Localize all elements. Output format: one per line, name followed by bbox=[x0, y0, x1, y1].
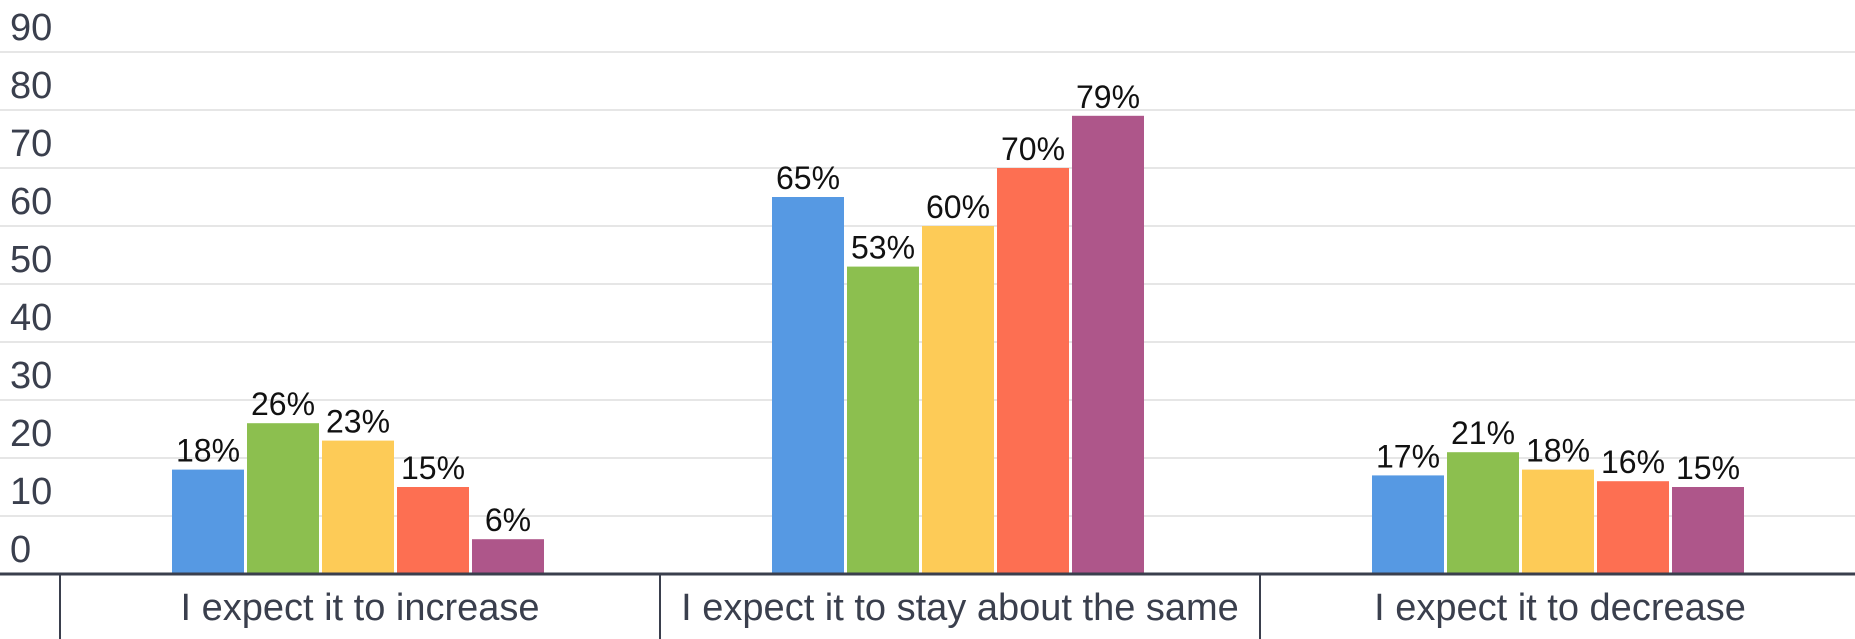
y-tick-label: 80 bbox=[10, 65, 52, 107]
data-label: 26% bbox=[251, 386, 315, 422]
bar bbox=[1372, 475, 1444, 574]
bar bbox=[397, 487, 469, 574]
y-tick-label: 40 bbox=[10, 297, 52, 339]
data-label: 60% bbox=[926, 189, 990, 225]
bar bbox=[172, 469, 244, 574]
bar bbox=[472, 539, 544, 574]
data-label: 65% bbox=[776, 160, 840, 196]
data-label: 6% bbox=[485, 502, 531, 538]
bar bbox=[1072, 115, 1144, 575]
data-label: 79% bbox=[1076, 79, 1140, 115]
bar bbox=[247, 423, 319, 574]
y-tick-label: 90 bbox=[10, 7, 52, 49]
bar bbox=[322, 440, 394, 574]
bar bbox=[772, 197, 844, 574]
bar bbox=[1672, 487, 1744, 574]
data-label: 18% bbox=[1526, 433, 1590, 469]
y-tick-label: 30 bbox=[10, 355, 52, 397]
data-labels: 18% 65% 17% 26% 53% 21% 23% 60% 18% 15% 70% 16% 6% 79… bbox=[176, 79, 1740, 538]
data-label: 18% bbox=[176, 433, 240, 469]
data-label: 15% bbox=[401, 450, 465, 486]
x-axis bbox=[0, 572, 1855, 639]
y-tick-label: 0 bbox=[10, 529, 31, 571]
bar bbox=[847, 266, 919, 574]
x-category-label: I expect it to decrease bbox=[1374, 587, 1746, 629]
data-label: 17% bbox=[1376, 438, 1440, 474]
data-label: 70% bbox=[1001, 131, 1065, 167]
y-tick-label: 60 bbox=[10, 181, 52, 223]
x-axis-categories: I expect it to increase I expect it to st… bbox=[180, 587, 1745, 629]
data-label: 15% bbox=[1676, 450, 1740, 486]
data-label: 21% bbox=[1451, 415, 1515, 451]
y-axis-ticks: 0 10 20 30 40 50 60 70 80 90 bbox=[10, 7, 52, 571]
bar bbox=[1447, 452, 1519, 574]
y-tick-label: 20 bbox=[10, 413, 52, 455]
bar bbox=[997, 168, 1069, 574]
y-tick-label: 10 bbox=[10, 471, 52, 513]
data-label: 53% bbox=[851, 230, 915, 266]
bar bbox=[922, 226, 994, 574]
y-tick-label: 70 bbox=[10, 123, 52, 165]
bars bbox=[172, 115, 1744, 575]
bar bbox=[1597, 481, 1669, 574]
bar bbox=[1522, 469, 1594, 574]
x-category-label: I expect it to stay about the same bbox=[681, 587, 1239, 629]
y-tick-label: 50 bbox=[10, 239, 52, 281]
x-category-label: I expect it to increase bbox=[180, 587, 539, 629]
data-label: 16% bbox=[1601, 444, 1665, 480]
data-label: 23% bbox=[326, 404, 390, 440]
